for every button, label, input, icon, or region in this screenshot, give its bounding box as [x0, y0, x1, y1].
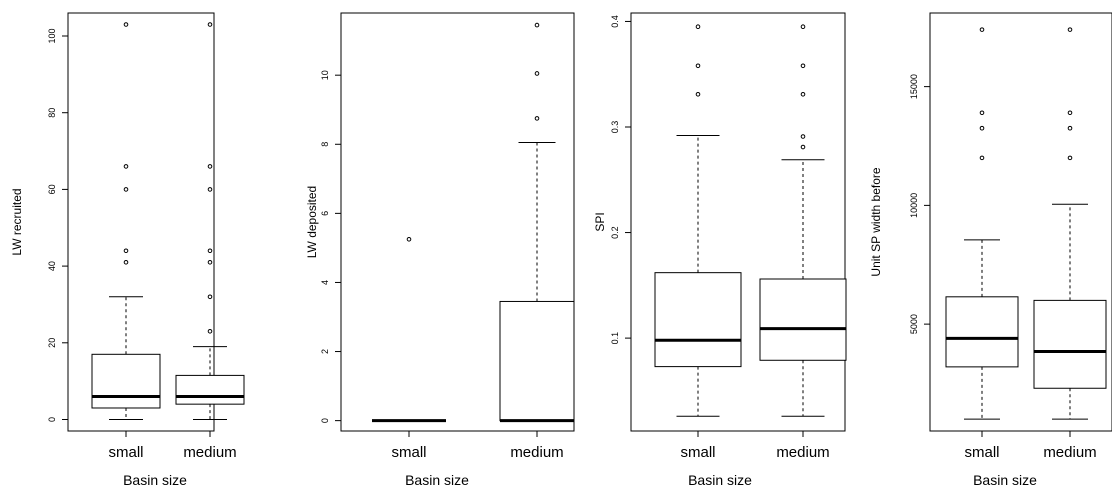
box-medium — [499, 22, 575, 423]
x-tick-label: medium — [510, 444, 563, 461]
y-tick-label: 40 — [47, 261, 57, 271]
outlier-point — [534, 116, 540, 121]
outlier-point — [406, 236, 412, 242]
iqr-box — [945, 296, 1019, 368]
outlier-point — [1067, 155, 1073, 161]
panel-2: 0 2 4 6 8 10 LW deposited small medium Basin size — [305, 12, 575, 488]
iqr-box — [91, 353, 161, 409]
outlier-point — [979, 155, 985, 161]
iqr-box — [499, 300, 575, 422]
outlier-point — [979, 125, 985, 131]
y-tick-label: 0.3 — [610, 121, 620, 134]
outlier-point — [207, 164, 213, 169]
box-small — [372, 236, 446, 423]
y-tick-label: 0.1 — [610, 332, 620, 345]
y-axis-label: LW recruited — [10, 188, 24, 255]
outlier-point — [207, 248, 213, 254]
y-tick-label: 60 — [47, 184, 57, 194]
box-small — [945, 27, 1019, 420]
x-tick-label: medium — [776, 444, 829, 461]
iqr-box — [759, 278, 847, 361]
outlier-point — [123, 259, 129, 265]
outlier-point — [534, 22, 540, 28]
panel-3: 0.1 0.2 0.3 0.4 SPI small medium Basin size — [593, 12, 847, 488]
iqr-box — [175, 374, 245, 405]
outlier-point — [800, 24, 806, 30]
x-axis-label: Basin size — [973, 472, 1037, 488]
outlier-point — [1067, 27, 1073, 32]
box-medium — [1033, 27, 1107, 420]
outlier-point — [1067, 110, 1073, 116]
outlier-point — [979, 27, 985, 32]
y-tick-label: 6 — [320, 211, 330, 216]
x-tick-label: medium — [183, 444, 236, 461]
outlier-point — [207, 22, 213, 27]
plot-frame — [67, 12, 215, 432]
x-axis-label: Basin size — [688, 472, 752, 488]
box-small — [91, 22, 161, 420]
y-tick-label: 20 — [47, 338, 57, 348]
outlier-point — [123, 187, 129, 192]
outlier-point — [207, 187, 213, 192]
outlier-point — [800, 63, 806, 69]
box-medium — [175, 22, 245, 420]
plot-frame — [630, 12, 846, 432]
x-tick-label: small — [108, 444, 143, 461]
outlier-point — [695, 63, 701, 69]
y-tick-label: 0 — [47, 417, 57, 422]
box-small — [654, 24, 742, 417]
y-tick-label: 8 — [320, 142, 330, 147]
plot-frame — [929, 12, 1112, 432]
y-axis-label: SPI — [593, 212, 607, 231]
outlier-point — [123, 248, 129, 254]
outlier-point — [695, 24, 701, 30]
outlier-point — [800, 144, 806, 150]
outlier-point — [207, 328, 213, 334]
x-tick-label: medium — [1043, 444, 1096, 461]
x-tick-label: small — [680, 444, 715, 461]
outlier-point — [800, 91, 806, 97]
x-tick-label: small — [964, 444, 999, 461]
y-axis-label: LW deposited — [305, 186, 319, 259]
y-tick-label: 10 — [320, 70, 330, 80]
x-axis-label: Basin size — [405, 472, 469, 488]
outlier-point — [207, 294, 213, 300]
iqr-box — [654, 272, 742, 368]
y-tick-label: 4 — [320, 280, 330, 285]
y-tick-label: 100 — [47, 28, 57, 43]
outlier-point — [1067, 125, 1073, 131]
y-axis-label: Unit SP width before — [869, 167, 883, 276]
y-tick-label: 5000 — [909, 314, 919, 334]
panel-4: 5000 10000 15000 Unit SP width before small m… — [869, 12, 1112, 488]
outlier-point — [534, 71, 540, 76]
plot-frame — [340, 12, 575, 432]
outlier-point — [979, 110, 985, 116]
panel-1: 0 20 40 60 80 100 LW recruited small medium Basin… — [10, 12, 245, 488]
y-tick-label: 0.4 — [610, 15, 620, 28]
x-tick-label: small — [391, 444, 426, 461]
y-tick-label: 80 — [47, 108, 57, 118]
outlier-point — [800, 134, 806, 139]
iqr-box — [1033, 299, 1107, 389]
y-tick-label: 0 — [320, 418, 330, 423]
outlier-point — [123, 22, 129, 27]
y-tick-label: 15000 — [909, 74, 919, 99]
outlier-point — [695, 91, 701, 97]
y-tick-label: 2 — [320, 349, 330, 354]
y-tick-label: 10000 — [909, 193, 919, 218]
box-medium — [759, 24, 847, 417]
x-axis-label: Basin size — [123, 472, 187, 488]
outlier-point — [207, 259, 213, 265]
outlier-point — [123, 164, 129, 169]
y-tick-label: 0.2 — [610, 226, 620, 239]
